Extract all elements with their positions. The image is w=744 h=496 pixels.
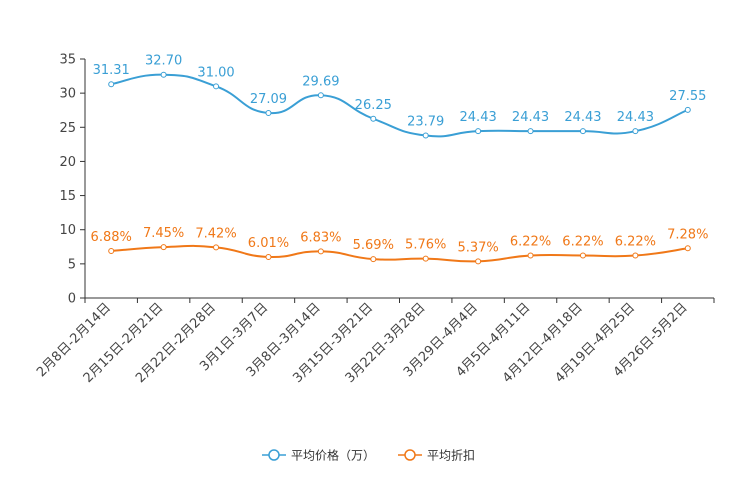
data-label: 7.28% (667, 227, 708, 242)
data-point[interactable] (527, 128, 534, 135)
data-label: 6.22% (615, 235, 656, 250)
data-label: 7.45% (143, 226, 184, 241)
legend-marker-icon (404, 449, 416, 461)
data-point[interactable] (684, 106, 691, 113)
data-point[interactable] (108, 248, 115, 255)
data-label: 6.88% (91, 230, 132, 245)
data-point[interactable] (527, 252, 534, 259)
data-point[interactable] (422, 132, 429, 139)
data-point[interactable] (370, 115, 377, 122)
data-label: 5.69% (353, 238, 394, 253)
legend-item-1[interactable]: 平均价格（万） (262, 448, 375, 463)
data-point[interactable] (422, 255, 429, 262)
data-point[interactable] (684, 245, 691, 252)
data-label: 29.69 (302, 74, 339, 89)
data-label: 6.22% (562, 235, 603, 250)
data-label: 24.43 (617, 110, 654, 125)
data-point[interactable] (213, 244, 220, 251)
series-1: 31.31 32.70 31.00 27.09 29.69 26.25 23.79 24.43… (93, 54, 706, 139)
data-point[interactable] (632, 252, 639, 259)
data-label: 27.09 (250, 92, 287, 107)
data-point[interactable] (160, 71, 167, 78)
data-point[interactable] (108, 81, 115, 88)
legend-marker-icon (268, 449, 280, 461)
data-label: 24.43 (460, 110, 497, 125)
y-tick-label: 5 (68, 257, 76, 272)
data-label: 27.55 (669, 89, 706, 104)
series-lines: 31.31 32.70 31.00 27.09 29.69 26.25 23.79 24.43… (91, 54, 708, 265)
data-label: 31.31 (93, 63, 130, 78)
data-label: 31.00 (197, 65, 234, 80)
y-tick-label: 15 (59, 189, 76, 204)
data-point[interactable] (213, 83, 220, 90)
data-point[interactable] (475, 128, 482, 135)
legend-item-2[interactable]: 平均折扣 (398, 448, 475, 463)
data-label: 6.22% (510, 235, 551, 250)
data-label: 5.37% (457, 240, 498, 255)
y-tick-label: 20 (59, 155, 76, 170)
data-point[interactable] (370, 256, 377, 263)
data-label: 24.43 (564, 110, 601, 125)
y-tick-label: 0 (68, 292, 76, 307)
y-tick-label: 25 (59, 121, 76, 136)
y-tick-label: 35 (59, 53, 76, 68)
data-point[interactable] (475, 258, 482, 265)
data-point[interactable] (265, 253, 272, 260)
data-label: 32.70 (145, 54, 182, 69)
data-label: 7.42% (195, 226, 236, 241)
y-tick-label: 10 (59, 223, 76, 238)
data-point[interactable] (579, 128, 586, 135)
legend[interactable]: 平均价格（万） 平均折扣 (262, 448, 475, 463)
data-label: 6.83% (300, 230, 341, 245)
data-label: 23.79 (407, 115, 444, 130)
data-point[interactable] (632, 128, 639, 135)
series-line (111, 73, 689, 138)
legend-label: 平均折扣 (427, 448, 475, 463)
data-label: 24.43 (512, 110, 549, 125)
data-point[interactable] (160, 244, 167, 251)
data-point[interactable] (317, 248, 324, 255)
legend-label: 平均价格（万） (291, 448, 375, 463)
data-point[interactable] (317, 92, 324, 99)
data-point[interactable] (265, 110, 272, 117)
data-label: 5.76% (405, 238, 446, 253)
data-point[interactable] (579, 252, 586, 259)
data-label: 26.25 (355, 98, 392, 113)
y-tick-label: 30 (59, 87, 76, 102)
series-line (111, 244, 688, 263)
series-2: 6.88% 7.45% 7.42% 6.01% 6.83% 5.69% 5.76% 5.37%… (91, 226, 708, 265)
data-label: 6.01% (248, 236, 289, 251)
